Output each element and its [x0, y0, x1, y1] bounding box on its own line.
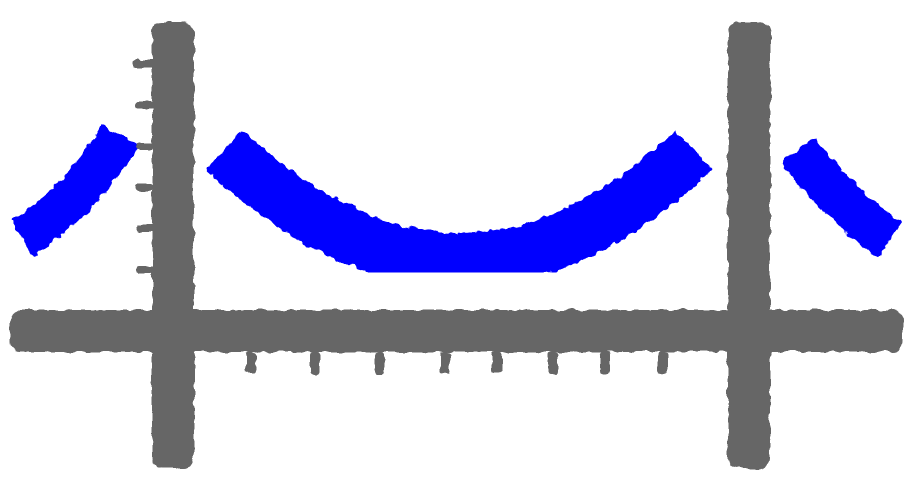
suspender-icon — [136, 225, 154, 232]
deck-icon — [10, 310, 903, 352]
suspender-icon — [310, 352, 320, 374]
right-tower-icon — [728, 22, 770, 468]
suspender-icon — [133, 60, 155, 68]
suspender-icon — [492, 352, 502, 374]
suspender-marks — [133, 60, 668, 374]
main-cable-icon — [205, 130, 713, 287]
suspender-icon — [600, 352, 610, 374]
suspender-icon — [136, 184, 154, 191]
side-cable-icon — [781, 137, 903, 258]
side-cable-icon — [10, 124, 139, 256]
suspender-icon — [136, 266, 154, 273]
suspender-icon — [548, 352, 558, 374]
suspender-icon — [440, 352, 450, 374]
suspender-icon — [246, 352, 256, 374]
suspender-icon — [136, 102, 154, 109]
suspender-icon — [136, 143, 154, 150]
left-tower-icon — [152, 22, 194, 468]
suspender-icon — [375, 352, 385, 374]
suspender-icon — [658, 352, 668, 374]
